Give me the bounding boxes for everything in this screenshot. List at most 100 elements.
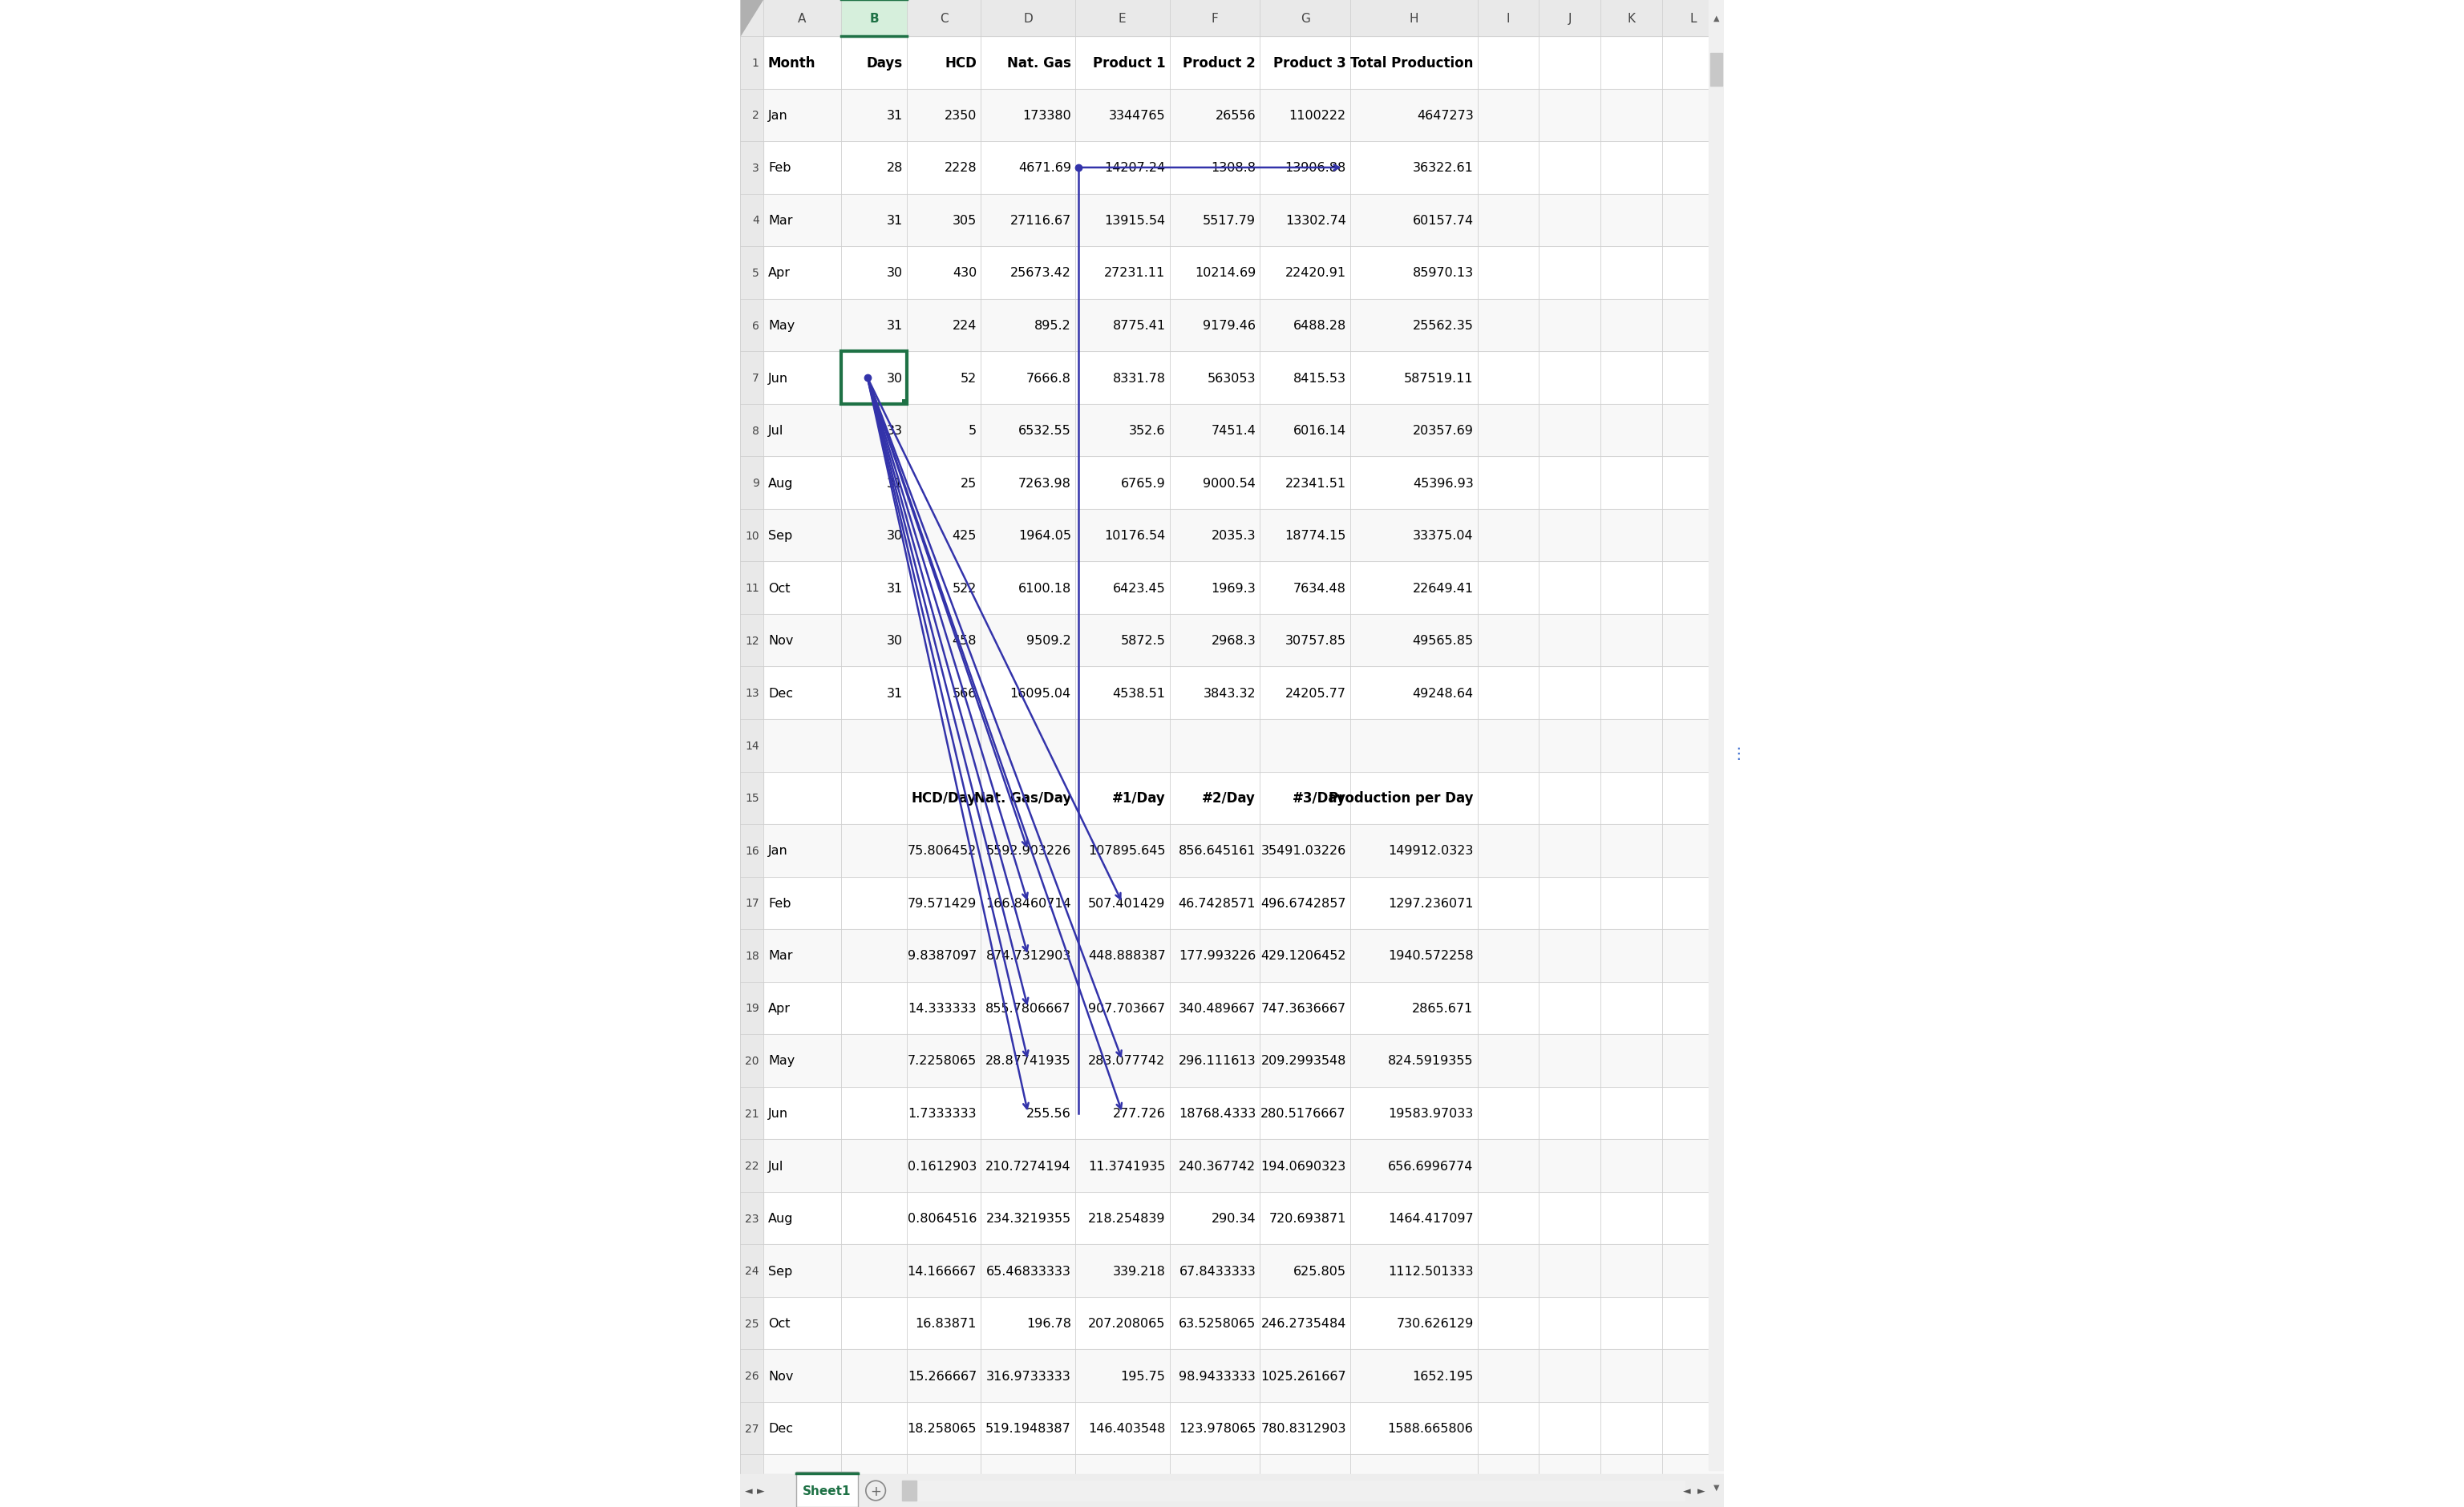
Text: H: H — [1409, 12, 1419, 24]
Bar — [764, 89, 1725, 142]
Bar — [764, 1454, 1725, 1507]
Text: G: G — [1301, 12, 1311, 24]
Text: +: + — [870, 1483, 882, 1498]
Text: 255.56: 255.56 — [1027, 1108, 1072, 1120]
Text: 7: 7 — [752, 372, 759, 384]
Text: 7451.4: 7451.4 — [1210, 425, 1257, 437]
Text: 22: 22 — [744, 1160, 759, 1171]
Text: 22649.41: 22649.41 — [1412, 582, 1473, 594]
Bar — [764, 194, 1725, 247]
Text: 1.7333333: 1.7333333 — [909, 1108, 976, 1120]
Text: 27231.11: 27231.11 — [1104, 267, 1165, 279]
Text: 6532.55: 6532.55 — [1018, 425, 1072, 437]
Text: Oct: Oct — [769, 1317, 791, 1329]
Text: Feb: Feb — [769, 163, 791, 175]
Text: 18774.15: 18774.15 — [1284, 529, 1345, 541]
Text: 1308.8: 1308.8 — [1210, 163, 1257, 175]
Text: 6016.14: 6016.14 — [1294, 425, 1345, 437]
Text: 196.78: 196.78 — [1025, 1317, 1072, 1329]
Text: 7634.48: 7634.48 — [1294, 582, 1345, 594]
Text: 4538.51: 4538.51 — [1114, 687, 1165, 699]
Text: 3344765: 3344765 — [1109, 110, 1165, 122]
Text: 240.367742: 240.367742 — [1178, 1160, 1257, 1172]
Text: 210.7274194: 210.7274194 — [986, 1160, 1072, 1172]
Text: 429.1206452: 429.1206452 — [1262, 949, 1345, 961]
Text: 207.208065: 207.208065 — [1089, 1317, 1165, 1329]
Text: 1940.572258: 1940.572258 — [1387, 949, 1473, 961]
Text: Jan: Jan — [769, 110, 788, 122]
Text: 8415.53: 8415.53 — [1294, 372, 1345, 384]
Bar — [764, 509, 1725, 562]
Text: May: May — [769, 1055, 796, 1067]
Text: 9179.46: 9179.46 — [1202, 319, 1257, 332]
Text: 1969.3: 1969.3 — [1212, 582, 1257, 594]
Text: 9000.54: 9000.54 — [1202, 478, 1257, 490]
Text: 430: 430 — [954, 267, 976, 279]
Text: Aug: Aug — [769, 1212, 793, 1224]
Text: 31: 31 — [887, 214, 902, 226]
Text: 3: 3 — [752, 163, 759, 173]
Text: 720.693871: 720.693871 — [1269, 1212, 1345, 1224]
Text: 30: 30 — [887, 372, 902, 384]
Text: 146.403548: 146.403548 — [1089, 1423, 1165, 1435]
Text: 780.8312903: 780.8312903 — [1262, 1423, 1345, 1435]
Text: 25562.35: 25562.35 — [1412, 319, 1473, 332]
Text: 75.806452: 75.806452 — [907, 845, 976, 856]
Text: 98.9433333: 98.9433333 — [1180, 1370, 1257, 1382]
Text: 7666.8: 7666.8 — [1027, 372, 1072, 384]
Text: 149912.0323: 149912.0323 — [1387, 845, 1473, 856]
Text: HCD: HCD — [944, 56, 976, 71]
Text: 36322.61: 36322.61 — [1412, 163, 1473, 175]
Text: 907.703667: 907.703667 — [1089, 1002, 1165, 1014]
Text: 1297.236071: 1297.236071 — [1387, 897, 1473, 909]
Text: Jan: Jan — [769, 845, 788, 856]
Text: 28: 28 — [887, 163, 902, 175]
Text: 507.401429: 507.401429 — [1089, 897, 1165, 909]
Text: 13915.54: 13915.54 — [1104, 214, 1165, 226]
Text: Sep: Sep — [769, 1264, 793, 1276]
Text: 46.7428571: 46.7428571 — [1178, 897, 1257, 909]
Text: ◄: ◄ — [1683, 1486, 1690, 1496]
Text: 10176.54: 10176.54 — [1104, 529, 1165, 541]
Text: 6488.28: 6488.28 — [1294, 319, 1345, 332]
Text: 563053: 563053 — [1207, 372, 1257, 384]
Text: 6423.45: 6423.45 — [1114, 582, 1165, 594]
Text: HCD/Day: HCD/Day — [912, 791, 976, 805]
Text: 18.258065: 18.258065 — [907, 1423, 976, 1435]
Text: 13906.88: 13906.88 — [1286, 163, 1345, 175]
Text: C: C — [939, 12, 949, 24]
Text: Aug: Aug — [769, 478, 793, 490]
Text: 25: 25 — [961, 478, 976, 490]
Bar — [739, 0, 764, 1507]
Text: 874.7312903: 874.7312903 — [986, 949, 1072, 961]
Text: 519.1948387: 519.1948387 — [986, 1423, 1072, 1435]
Text: ⋮: ⋮ — [1730, 746, 1747, 761]
Text: 6100.18: 6100.18 — [1018, 582, 1072, 594]
Text: Nat. Gas: Nat. Gas — [1008, 56, 1072, 71]
Text: Oct: Oct — [769, 582, 791, 594]
Text: Product 3: Product 3 — [1274, 56, 1345, 71]
Text: #3/Day: #3/Day — [1294, 791, 1345, 805]
Text: 16: 16 — [744, 845, 759, 856]
Text: 63.5258065: 63.5258065 — [1178, 1317, 1257, 1329]
Text: 52: 52 — [961, 372, 976, 384]
Text: 425: 425 — [951, 529, 976, 541]
Text: Jun: Jun — [769, 1108, 788, 1120]
Bar — [764, 1245, 1725, 1298]
Bar — [764, 1034, 1725, 1087]
Text: 2035.3: 2035.3 — [1212, 529, 1257, 541]
Text: 30757.85: 30757.85 — [1286, 634, 1345, 647]
Text: 2228: 2228 — [944, 163, 976, 175]
Text: 8331.78: 8331.78 — [1114, 372, 1165, 384]
Text: 28.87741935: 28.87741935 — [986, 1055, 1072, 1067]
Text: 19: 19 — [744, 1002, 759, 1014]
Text: 173380: 173380 — [1023, 110, 1072, 122]
Text: 25673.42: 25673.42 — [1010, 267, 1072, 279]
Text: 448.888387: 448.888387 — [1089, 949, 1165, 961]
Text: 7263.98: 7263.98 — [1018, 478, 1072, 490]
Text: 895.2: 895.2 — [1035, 319, 1072, 332]
Text: Sep: Sep — [769, 529, 793, 541]
Bar — [764, 719, 1725, 772]
Text: 2350: 2350 — [944, 110, 976, 122]
Text: 30: 30 — [887, 529, 902, 541]
